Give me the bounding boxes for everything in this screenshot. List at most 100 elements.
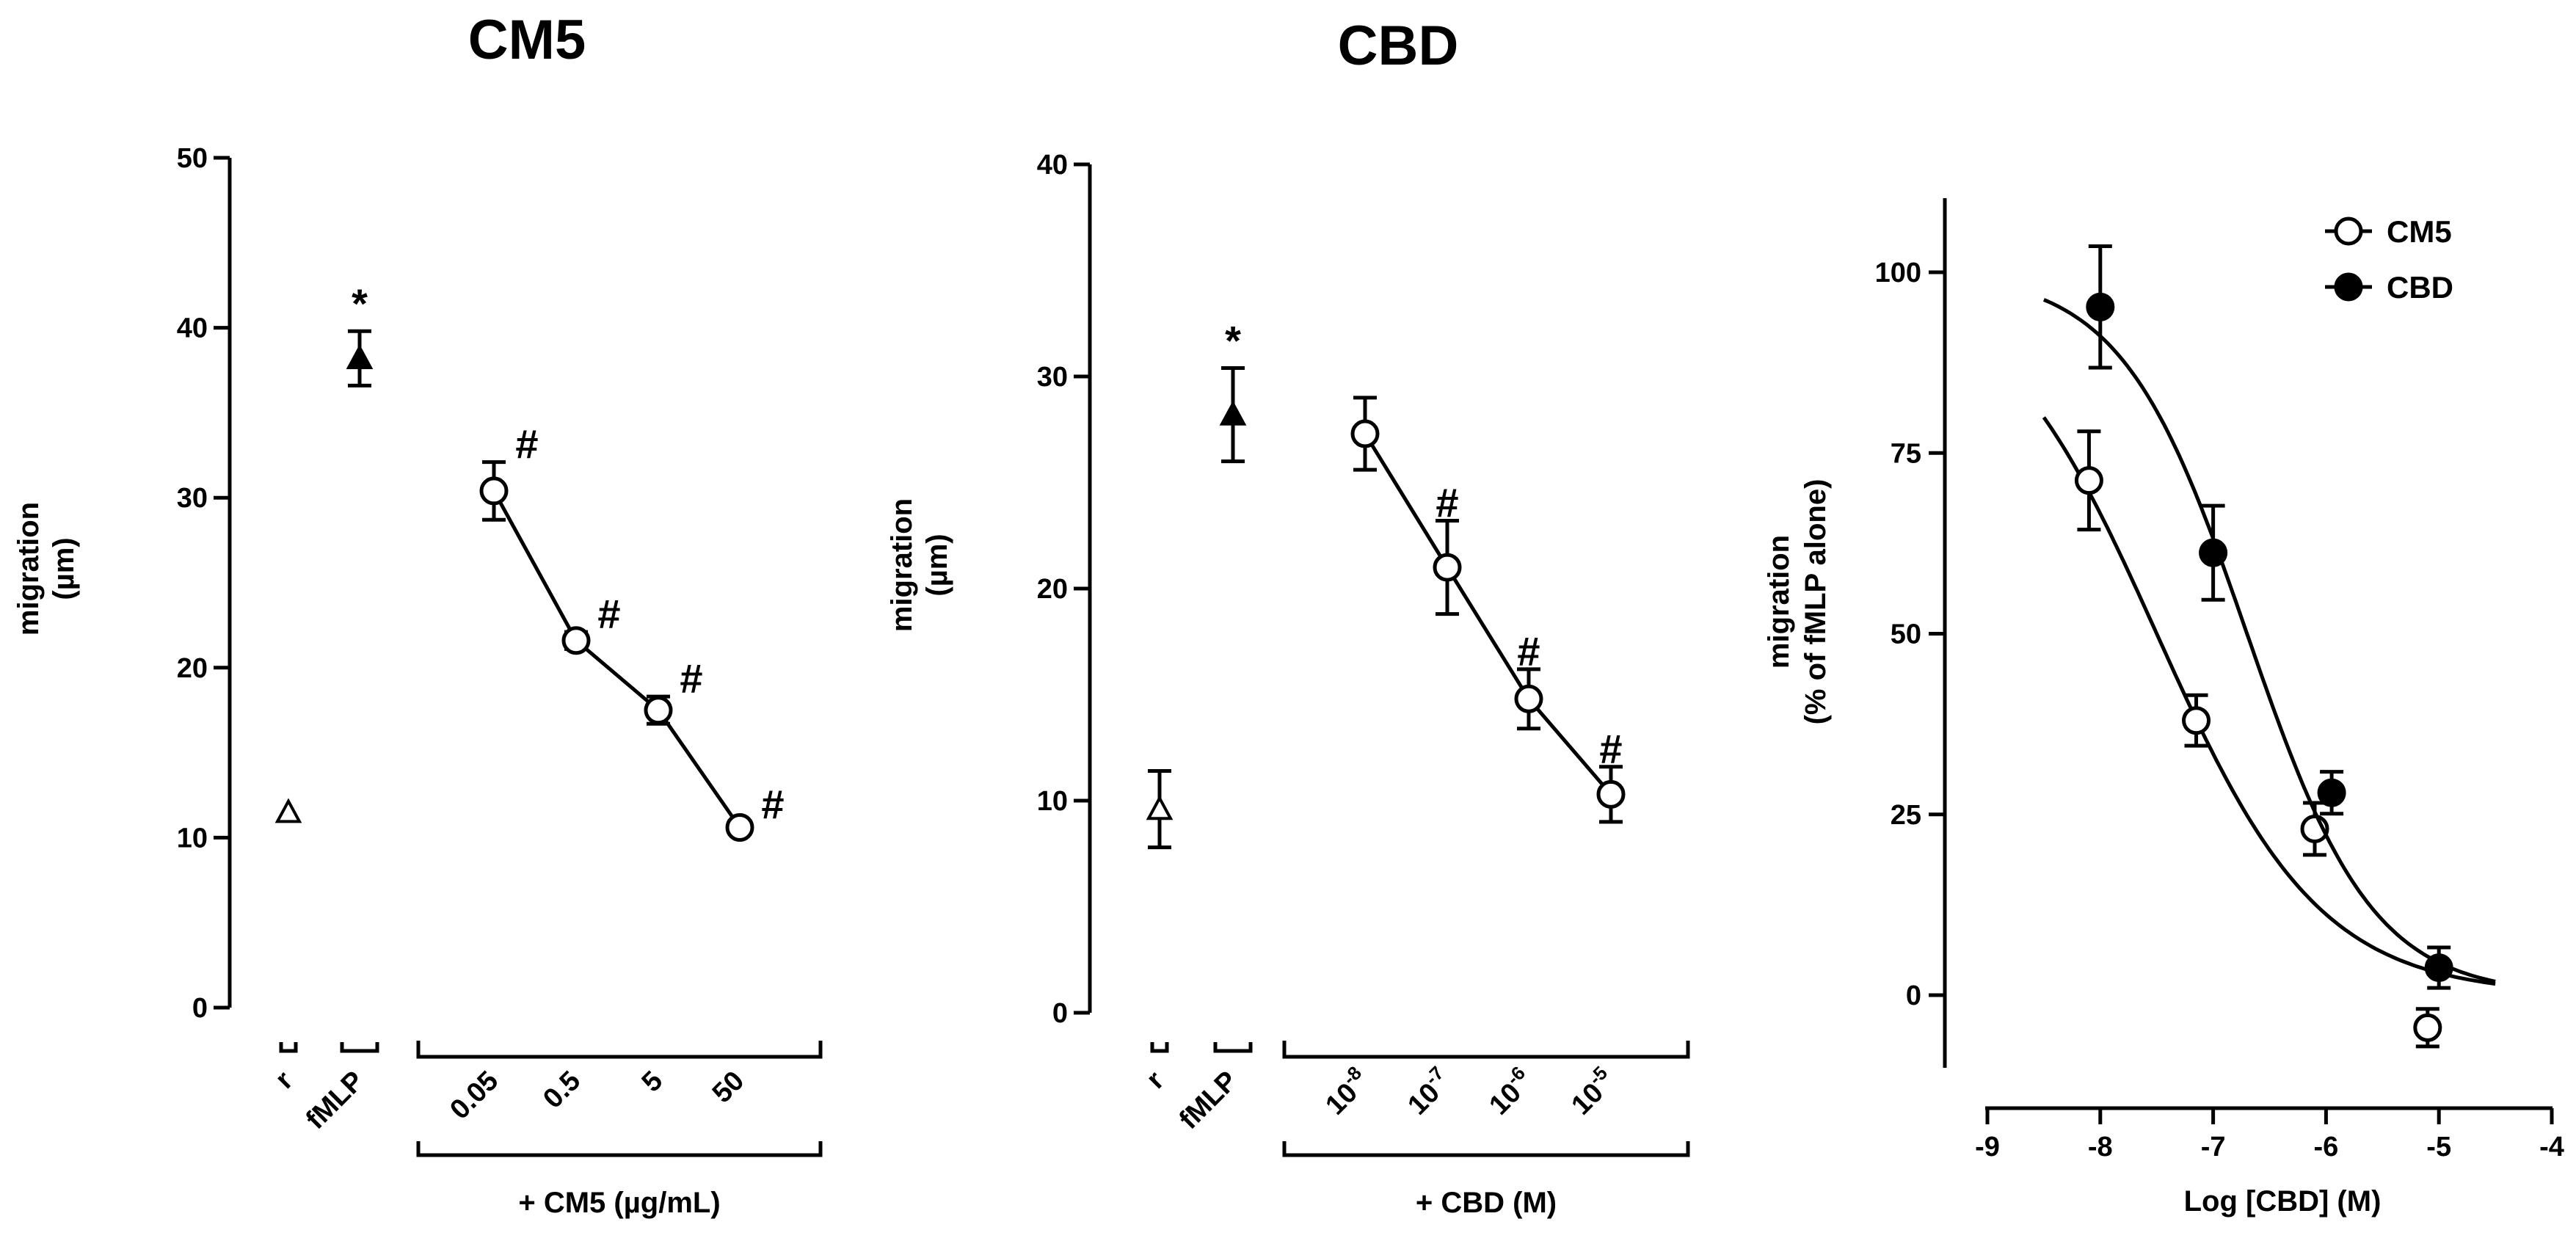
panel-cbd: CBD migration (µm) 0 10 20 30 40 r fMLP 10-8 10…	[886, 15, 1690, 1219]
data-point-cm5-0	[2074, 466, 2103, 495]
y-tick-label-1: 10	[177, 823, 208, 854]
data-point-3	[1433, 553, 1462, 582]
legend-label-cm5: CM5	[2387, 214, 2452, 249]
panel-title-cm5: CM5	[468, 9, 586, 71]
group-label-cm5: + CM5 (µg/mL)	[518, 1187, 720, 1219]
x-ticks-dr: -9 -8 -7 -6 -5 -4	[1975, 1108, 2564, 1162]
category-bracket-0	[1150, 1042, 1169, 1053]
x-tick-label-5: -4	[2539, 1132, 2564, 1162]
data-point-2	[1350, 419, 1380, 448]
y-axis-unit-cbd: (µm)	[921, 534, 953, 596]
category-bracket-0	[279, 1042, 298, 1053]
data-point-5	[1596, 779, 1626, 809]
legend-marker-cm5	[2334, 216, 2363, 246]
x-tick-label-3: -6	[2314, 1132, 2339, 1162]
y-tick-label-4: 100	[1875, 258, 1921, 288]
data-point-cbd-2	[2317, 778, 2346, 807]
x-tick-label-5: 50	[707, 1066, 751, 1110]
y-tick-label-1: 25	[1891, 800, 1921, 831]
y-ticks-cm5: 0 10 20 30 40 50	[177, 143, 230, 1024]
x-tick-label-4: -5	[2426, 1132, 2451, 1162]
annotation-2: #	[515, 421, 538, 467]
y-tick-label-2: 50	[1891, 619, 1921, 650]
group-bracket-cm5	[416, 1141, 823, 1157]
y-axis-label-cm5: migration	[12, 502, 45, 636]
x-tick-label-3: 10-7	[1398, 1062, 1458, 1121]
y-axis-label-dr: migration	[1763, 535, 1795, 669]
marks-dr	[2042, 244, 2496, 1049]
data-point-cm5-1	[2182, 706, 2211, 735]
data-point-cbd-3	[2424, 953, 2453, 983]
annotation-5: #	[1599, 726, 1622, 772]
data-point-0	[1146, 795, 1174, 820]
y-axis-unit-cm5: (µm)	[48, 537, 80, 600]
data-point-5	[725, 813, 754, 843]
y-tick-label-3: 30	[177, 483, 208, 514]
legend: CM5 CBD	[2325, 214, 2453, 305]
group-bracket-cbd	[1282, 1141, 1690, 1157]
annotation-1: *	[352, 280, 368, 327]
x-axis-label-dr: Log [CBD] (M)	[2184, 1185, 2382, 1218]
data-point-2	[479, 476, 509, 506]
marks-cbd: r fMLP 10-8 10-7 10-6 10-5 * # # #	[1140, 317, 1626, 1135]
category-bracket-1	[1213, 1042, 1253, 1053]
y-axis-unit-dr: (% of fMLP alone)	[1800, 479, 1832, 725]
x-tick-label-1: fMLP	[1174, 1066, 1243, 1135]
x-tick-label-1: -8	[2088, 1132, 2113, 1162]
y-tick-label-1: 10	[1037, 786, 1068, 817]
x-tick-label-1: fMLP	[300, 1066, 370, 1135]
x-tick-label-3: 0.5	[537, 1066, 586, 1115]
y-tick-label-2: 20	[177, 653, 208, 684]
annotation-1: *	[1225, 317, 1241, 363]
x-tick-label-0: -9	[1975, 1132, 2000, 1162]
series-line	[1363, 432, 1612, 796]
y-ticks-dr: 0 25 50 75 100	[1875, 258, 1945, 1011]
data-point-3	[561, 626, 591, 655]
x-tick-label-2: 10-8	[1316, 1062, 1375, 1121]
y-tick-label-0: 0	[192, 993, 208, 1024]
group-line-cbd	[1282, 1041, 1690, 1059]
y-tick-label-3: 75	[1891, 438, 1921, 469]
group-line-cm5	[416, 1041, 823, 1059]
data-point-4	[1514, 684, 1543, 713]
annotation-5: #	[761, 782, 784, 828]
y-tick-label-3: 30	[1037, 362, 1068, 393]
fit-curve-cm5	[2042, 416, 2496, 986]
y-tick-label-4: 40	[1037, 150, 1068, 181]
data-point-cm5-3	[2413, 1013, 2442, 1042]
data-point-1	[1219, 400, 1247, 426]
data-point-cbd-0	[2086, 292, 2115, 321]
y-tick-label-2: 20	[1037, 574, 1068, 605]
series-line	[492, 490, 742, 829]
y-axis-label-cbd: migration	[886, 498, 918, 632]
x-tick-label-0: r	[1140, 1066, 1170, 1095]
y-tick-label-0: 0	[1052, 998, 1068, 1029]
x-tick-label-5: 10-5	[1562, 1062, 1621, 1121]
x-tick-label-0: r	[269, 1066, 299, 1095]
x-tick-label-4: 10-6	[1480, 1062, 1539, 1121]
group-label-cbd: + CBD (M)	[1416, 1187, 1557, 1219]
panel-cm5: CM5 migration (µm) 0 10 20 30 40 50 r fMLP 0.05…	[12, 9, 823, 1219]
y-tick-label-5: 50	[177, 143, 208, 174]
annotation-3: #	[597, 591, 620, 637]
legend-marker-cbd	[2334, 272, 2363, 302]
fit-curve-cbd	[2042, 298, 2496, 983]
y-ticks-cbd: 0 10 20 30 40	[1037, 150, 1090, 1029]
category-bracket-1	[340, 1042, 379, 1053]
data-point-1	[346, 344, 374, 370]
annotation-3: #	[1436, 480, 1458, 526]
data-point-0	[274, 798, 302, 823]
annotation-4: #	[680, 655, 702, 702]
y-tick-label-0: 0	[1906, 980, 1921, 1011]
panel-dose-response: migration (% of fMLP alone) 0 25 50 75 100 -…	[1763, 198, 2564, 1218]
annotation-4: #	[1517, 628, 1540, 674]
y-tick-label-4: 40	[177, 313, 208, 344]
x-tick-label-4: 5	[636, 1066, 669, 1099]
panel-title-cbd: CBD	[1338, 15, 1459, 77]
x-tick-label-2: -7	[2201, 1132, 2226, 1162]
data-point-cbd-1	[2199, 538, 2228, 567]
data-point-4	[644, 696, 673, 725]
x-tick-label-2: 0.05	[444, 1066, 504, 1126]
legend-label-cbd: CBD	[2387, 270, 2453, 305]
